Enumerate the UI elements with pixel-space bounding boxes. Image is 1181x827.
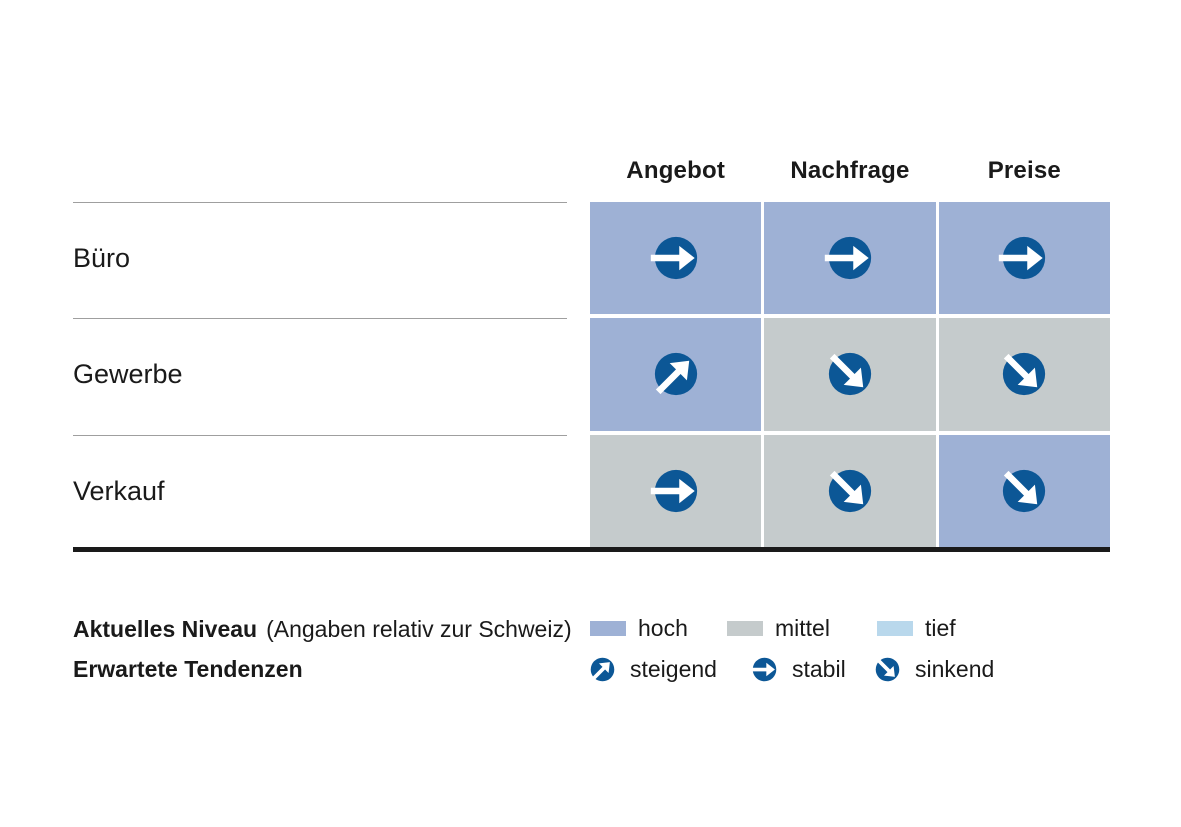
legend-niveau-item-hoch: hoch (590, 615, 688, 642)
row-buero: Büro (73, 202, 567, 314)
legend-swatch-tief (877, 621, 913, 636)
row-labels: Büro Gewerbe Verkauf (73, 202, 567, 547)
legend-niveau-caption: Aktuelles Niveau (Angaben relativ zur Sch… (73, 616, 572, 642)
cell-verkauf-angebot (590, 434, 762, 547)
legend-tendenz-item-sinkend: sinkend (873, 654, 994, 684)
cell-gewerbe-preise (938, 318, 1110, 431)
legend-label: sinkend (915, 655, 995, 682)
trend-steigend-arrow-icon (654, 353, 697, 396)
trend-sinkend-arrow-icon (1003, 469, 1046, 512)
legend-niveau-title: Aktuelles Niveau (73, 616, 258, 642)
legend-tendenz-title: Erwartete Tendenzen (73, 656, 303, 682)
legend-niveau-item-mittel: mittel (727, 615, 830, 642)
legend-tendenz-caption: Erwartete Tendenzen (73, 656, 303, 682)
trend-steigend-arrow-icon (590, 657, 615, 681)
column-headers: Angebot Nachfrage Preise (590, 157, 1110, 185)
trend-stabil-arrow-icon (999, 237, 1046, 280)
trend-sinkend-arrow-icon (1003, 353, 1046, 396)
cell-gewerbe-angebot (590, 318, 762, 431)
bottom-rule (73, 547, 1110, 552)
trend-sinkend-arrow-icon (828, 353, 872, 396)
legend-niveau-note: (Angaben relativ zur Schweiz) (266, 616, 572, 642)
cell-buero-angebot (590, 202, 762, 315)
trend-stabil-arrow-icon (650, 469, 697, 512)
row-label: Büro (73, 243, 131, 274)
row-verkauf: Verkauf (73, 434, 567, 547)
cell-buero-nachfrage (764, 202, 936, 315)
cell-verkauf-nachfrage (764, 434, 936, 547)
legend-tendenz-item-steigend: steigend (588, 654, 717, 684)
legend-label: hoch (638, 615, 688, 641)
row-gewerbe: Gewerbe (73, 318, 567, 430)
trend-stabil-arrow-icon (750, 657, 777, 681)
column-header-preise: Preise (987, 157, 1061, 184)
cell-verkauf-preise (938, 434, 1110, 547)
trend-sinkend-arrow-icon (828, 469, 872, 512)
column-header-nachfrage: Nachfrage (790, 157, 910, 184)
trend-sinkend-arrow-icon (875, 657, 900, 681)
row-label: Gewerbe (73, 359, 183, 390)
legend-tendenz-item-stabil: stabil (750, 654, 846, 684)
indicator-grid (590, 202, 1110, 547)
cell-buero-preise (938, 202, 1110, 315)
column-header-angebot: Angebot (626, 157, 726, 184)
legend-swatch-hoch (590, 621, 626, 636)
legend-label: stabil (792, 655, 846, 682)
cell-gewerbe-nachfrage (764, 318, 936, 431)
legend-niveau-item-tief: tief (877, 615, 956, 642)
row-label: Verkauf (73, 475, 165, 506)
trend-stabil-arrow-icon (650, 237, 697, 280)
trend-stabil-arrow-icon (824, 237, 872, 280)
legend-label: steigend (630, 655, 717, 682)
legend-label: mittel (775, 615, 830, 641)
legend-label: tief (925, 615, 956, 641)
legend-swatch-mittel (727, 621, 763, 636)
